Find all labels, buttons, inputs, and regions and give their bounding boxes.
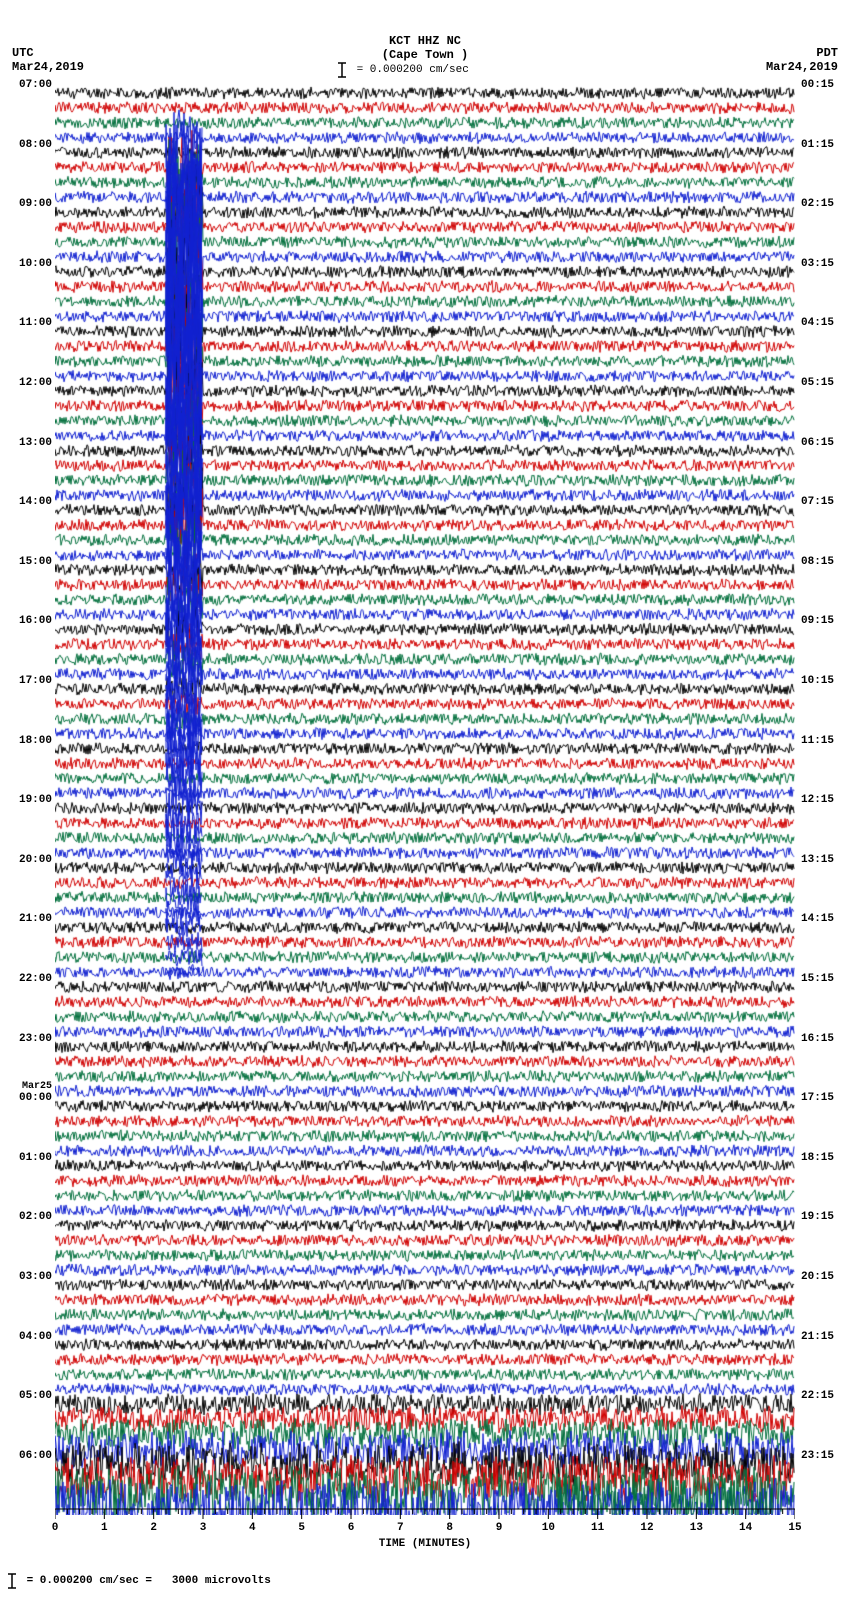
utc-time-label: 15:00: [6, 556, 52, 568]
utc-time-label: 18:00: [6, 735, 52, 747]
pdt-time-label: 05:15: [801, 377, 834, 389]
x-tick-label: 10: [542, 1522, 555, 1534]
pdt-time-label: 18:15: [801, 1152, 834, 1164]
pdt-time-label: 13:15: [801, 854, 834, 866]
pdt-time-label: 03:15: [801, 258, 834, 270]
x-tick-label: 6: [348, 1522, 355, 1534]
utc-time-label: 07:00: [6, 79, 52, 91]
x-tick-label: 2: [150, 1522, 157, 1534]
pdt-time-label: 14:15: [801, 913, 834, 925]
utc-time-label: 08:00: [6, 139, 52, 151]
x-tick-label: 15: [788, 1522, 801, 1534]
x-tick-label: 0: [52, 1522, 59, 1534]
x-tick-label: 7: [397, 1522, 404, 1534]
pdt-time-label: 07:15: [801, 496, 834, 508]
pdt-time-label: 04:15: [801, 317, 834, 329]
pdt-time-label: 19:15: [801, 1211, 834, 1223]
pdt-time-label: 16:15: [801, 1033, 834, 1045]
x-tick-label: 11: [591, 1522, 604, 1534]
pdt-time-label: 06:15: [801, 437, 834, 449]
utc-time-label: 04:00: [6, 1331, 52, 1343]
right-date: Mar24,2019: [766, 60, 838, 74]
pdt-time-label: 23:15: [801, 1450, 834, 1462]
utc-time-label: 16:00: [6, 615, 52, 627]
utc-time-label: 01:00: [6, 1152, 52, 1164]
utc-time-label: Mar2500:00: [6, 1082, 52, 1104]
x-axis-label: TIME (MINUTES): [55, 1538, 795, 1550]
utc-time-label: 11:00: [6, 317, 52, 329]
utc-time-label: 23:00: [6, 1033, 52, 1045]
x-tick-label: 13: [690, 1522, 703, 1534]
utc-time-label: 03:00: [6, 1271, 52, 1283]
pdt-time-label: 15:15: [801, 973, 834, 985]
pdt-time-label: 12:15: [801, 794, 834, 806]
right-timezone: PDT: [816, 46, 838, 60]
pdt-time-label: 20:15: [801, 1271, 834, 1283]
x-tick-label: 3: [200, 1522, 207, 1534]
utc-time-label: 17:00: [6, 675, 52, 687]
utc-time-label: 13:00: [6, 437, 52, 449]
utc-time-label: 20:00: [6, 854, 52, 866]
utc-time-label: 22:00: [6, 973, 52, 985]
left-date: Mar24,2019: [12, 60, 84, 74]
pdt-time-label: 08:15: [801, 556, 834, 568]
footer-scale-icon: [5, 1573, 19, 1593]
pdt-time-label: 02:15: [801, 198, 834, 210]
left-timezone: UTC: [12, 46, 34, 60]
x-tick-label: 14: [739, 1522, 752, 1534]
x-tick-label: 12: [640, 1522, 653, 1534]
x-tick-label: 1: [101, 1522, 108, 1534]
utc-time-label: 14:00: [6, 496, 52, 508]
x-axis: TIME (MINUTES) 0123456789101112131415: [55, 1520, 795, 1560]
utc-time-label: 12:00: [6, 377, 52, 389]
scale-bar-icon: [335, 62, 349, 82]
x-tick-label: 5: [298, 1522, 305, 1534]
pdt-time-label: 09:15: [801, 615, 834, 627]
utc-time-label: 06:00: [6, 1450, 52, 1462]
utc-time-label: 05:00: [6, 1390, 52, 1402]
utc-time-label: 09:00: [6, 198, 52, 210]
pdt-time-label: 21:15: [801, 1331, 834, 1343]
pdt-time-label: 00:15: [801, 79, 834, 91]
pdt-time-label: 17:15: [801, 1092, 834, 1104]
utc-time-label: 21:00: [6, 913, 52, 925]
x-tick-label: 8: [446, 1522, 453, 1534]
utc-time-label: 19:00: [6, 794, 52, 806]
station-location: (Cape Town ): [0, 48, 850, 62]
scale-text: = 0.000200 cm/sec: [350, 64, 469, 76]
seismogram-plot: [55, 85, 795, 1515]
pdt-time-label: 10:15: [801, 675, 834, 687]
pdt-time-label: 01:15: [801, 139, 834, 151]
footer-scale-text: = 0.000200 cm/sec = 3000 microvolts: [20, 1575, 271, 1587]
pdt-time-label: 22:15: [801, 1390, 834, 1402]
x-tick-label: 9: [496, 1522, 503, 1534]
pdt-time-label: 11:15: [801, 735, 834, 747]
station-id: KCT HHZ NC: [0, 34, 850, 48]
x-tick-label: 4: [249, 1522, 256, 1534]
utc-time-label: 02:00: [6, 1211, 52, 1223]
utc-time-label: 10:00: [6, 258, 52, 270]
